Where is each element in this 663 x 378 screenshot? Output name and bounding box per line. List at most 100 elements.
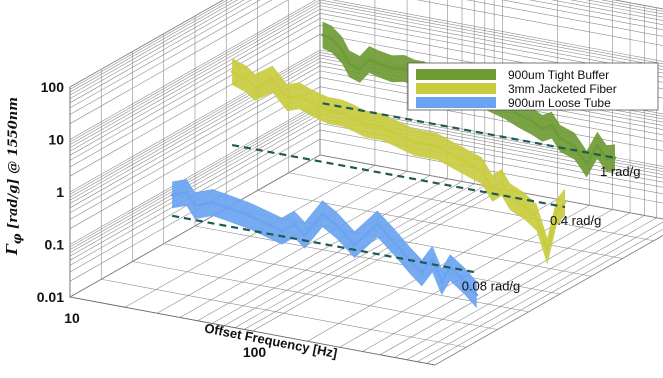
floor-gridline-depth bbox=[257, 190, 623, 259]
backwall-gridline-y bbox=[319, 0, 663, 65]
data-point bbox=[352, 116, 356, 120]
data-point bbox=[285, 96, 289, 100]
data-point bbox=[413, 140, 416, 144]
data-point bbox=[376, 222, 379, 226]
trend-label: 1 rad/g bbox=[600, 164, 640, 179]
y-tick-label: 1 bbox=[56, 184, 64, 200]
trend-label: 0.4 rad/g bbox=[550, 213, 601, 228]
x-axis-label: Offset Frequency [Hz] bbox=[203, 320, 338, 360]
data-point bbox=[518, 113, 521, 117]
data-point bbox=[463, 279, 466, 283]
data-point bbox=[376, 62, 379, 65]
data-point bbox=[436, 145, 439, 149]
data-point bbox=[297, 94, 301, 98]
data-point bbox=[340, 48, 344, 52]
data-point bbox=[545, 249, 549, 253]
data-point bbox=[225, 206, 229, 210]
data-point bbox=[550, 123, 554, 127]
data-point bbox=[321, 33, 324, 37]
backwall-gridline-y bbox=[600, 0, 663, 12]
data-point bbox=[266, 222, 269, 226]
backwall-gridline-y bbox=[586, 0, 663, 15]
data-point bbox=[595, 143, 599, 147]
tick-labels: 0.010.1110100101001000 bbox=[37, 79, 267, 360]
data-point bbox=[585, 162, 589, 166]
data-point bbox=[573, 144, 576, 148]
data-point bbox=[390, 67, 394, 71]
x-axis-line bbox=[69, 296, 436, 366]
legend-swatch bbox=[416, 97, 496, 108]
floor-gridline-depth bbox=[163, 243, 529, 313]
trend-label: 0.08 rad/g bbox=[462, 279, 521, 294]
data-point bbox=[605, 157, 608, 161]
data-point bbox=[253, 86, 257, 89]
legend-swatch bbox=[416, 83, 496, 94]
trend-line bbox=[231, 143, 566, 209]
data-point bbox=[280, 229, 284, 233]
backwall-gridline-y bbox=[331, 0, 663, 62]
floor-gridline-depth bbox=[101, 278, 467, 348]
data-point bbox=[563, 200, 567, 204]
data-point bbox=[340, 111, 344, 115]
backwall-gridline-y bbox=[551, 0, 663, 21]
backwall-gridline-y bbox=[466, 0, 663, 37]
trend-line bbox=[322, 102, 616, 159]
y-tick-label: 100 bbox=[41, 79, 65, 95]
data-point bbox=[475, 293, 479, 297]
series-line bbox=[171, 191, 478, 296]
data-point bbox=[393, 241, 397, 245]
data-point bbox=[330, 37, 333, 41]
data-point bbox=[440, 280, 444, 284]
legend-swatch bbox=[416, 69, 496, 80]
backwall-gridline-y bbox=[319, 86, 663, 151]
data-point bbox=[367, 58, 371, 61]
floor-gridline-depth bbox=[194, 225, 561, 295]
data-point bbox=[395, 132, 399, 136]
data-point bbox=[613, 156, 617, 160]
backwall-gridline-y bbox=[569, 0, 663, 18]
data-point bbox=[211, 201, 215, 204]
data-point bbox=[303, 234, 307, 237]
data-point bbox=[541, 126, 544, 130]
data-point bbox=[420, 271, 424, 275]
y-tick-label: 0.1 bbox=[45, 237, 65, 253]
series-band bbox=[172, 179, 477, 309]
backwall-gridline-y bbox=[501, 0, 663, 31]
series-900um-loose-tube bbox=[170, 179, 479, 309]
data-point bbox=[453, 155, 457, 158]
floor-gridline-depth bbox=[132, 261, 498, 330]
data-point bbox=[523, 204, 526, 208]
backwall-gridline-y bbox=[613, 0, 663, 10]
data-point bbox=[326, 108, 329, 112]
floor-gridline-depth bbox=[288, 172, 654, 242]
data-point bbox=[358, 68, 362, 71]
data-point bbox=[230, 70, 234, 73]
data-point bbox=[353, 243, 356, 247]
data-point bbox=[321, 212, 324, 216]
y-tick-label: 0.01 bbox=[37, 289, 64, 305]
data-point bbox=[558, 136, 562, 140]
backwall-gridline-y bbox=[319, 129, 663, 195]
x-tick-label: 100 bbox=[243, 344, 267, 360]
legend-entry: 900um Tight Buffer bbox=[508, 68, 609, 82]
legend-entry: 900um Loose Tube bbox=[508, 96, 611, 110]
data-point bbox=[335, 224, 339, 228]
data-point bbox=[555, 210, 558, 214]
data-point bbox=[271, 77, 274, 81]
data-point bbox=[480, 169, 484, 173]
data-point bbox=[468, 162, 471, 166]
data-point bbox=[308, 100, 312, 104]
data-point bbox=[491, 187, 494, 190]
backwall-gridline-y bbox=[319, 5, 663, 70]
data-point bbox=[347, 62, 351, 66]
trend-layer: 1 rad/g 0.4 rad/g 0.08 rad/g bbox=[171, 102, 640, 294]
series-3mm-jacketed-fiber bbox=[230, 58, 567, 265]
trend-line bbox=[171, 214, 477, 274]
backwall-gridline-y bbox=[319, 2, 663, 67]
data-point bbox=[381, 125, 384, 129]
data-point bbox=[431, 257, 434, 261]
y-axis-label: Γφ [rad/g] @ 1550nm bbox=[3, 97, 24, 256]
data-point bbox=[500, 181, 504, 184]
